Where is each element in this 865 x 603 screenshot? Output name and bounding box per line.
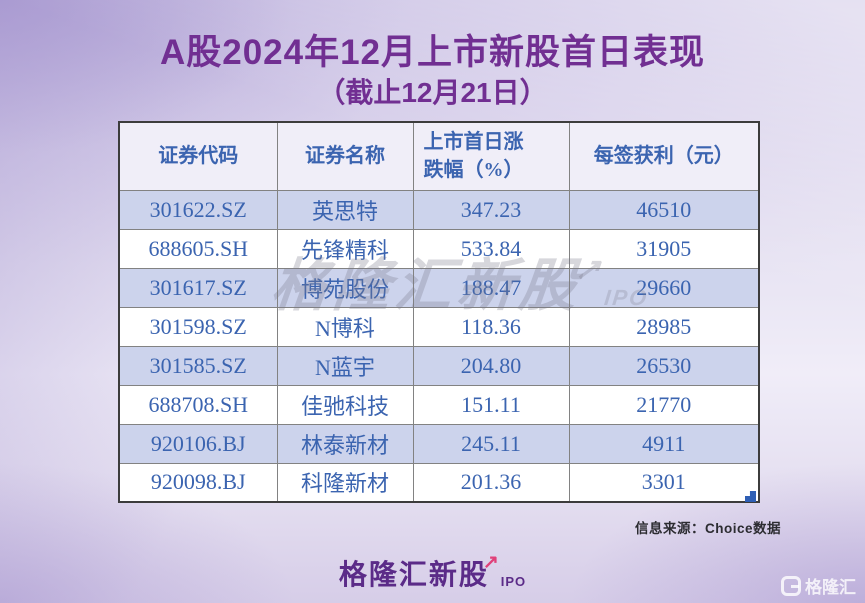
trend-arrow-icon: ↗ bbox=[482, 552, 499, 573]
cell-change: 245.11 bbox=[412, 423, 570, 464]
table-corner-handle-icon bbox=[745, 491, 756, 502]
column-header-profit: 每签获利（元） bbox=[568, 121, 760, 191]
cell-change: 118.36 bbox=[412, 306, 570, 347]
cell-name: N博科 bbox=[276, 306, 414, 347]
data-source-label: 信息来源：Choice数据 bbox=[634, 521, 781, 536]
cell-name: 先锋精科 bbox=[276, 228, 414, 269]
table-row: 301585.SZ N蓝宇 204.80 26530 bbox=[118, 345, 760, 386]
cell-name: 佳驰科技 bbox=[276, 384, 414, 425]
cell-code: 688708.SH bbox=[118, 384, 278, 425]
column-header-code: 证券代码 bbox=[118, 121, 278, 191]
cell-change: 347.23 bbox=[412, 189, 570, 230]
cell-profit: 21770 bbox=[568, 384, 760, 425]
gelonghui-ipo-logo: 格隆汇新股 ↗ IPO bbox=[0, 551, 865, 593]
cell-profit: 3301 bbox=[568, 462, 760, 503]
cell-change: 201.36 bbox=[412, 462, 570, 503]
gelonghui-corner-logo: 格隆汇 bbox=[781, 573, 856, 598]
cell-code: 688605.SH bbox=[118, 228, 278, 269]
table-row: 301622.SZ 英思特 347.23 46510 bbox=[118, 189, 760, 230]
cell-change: 151.11 bbox=[412, 384, 570, 425]
table-row: 301598.SZ N博科 118.36 28985 bbox=[118, 306, 760, 347]
cell-profit: 29660 bbox=[568, 267, 760, 308]
page-title: A股2024年12月上市新股首日表现 bbox=[159, 33, 706, 72]
cell-profit: 26530 bbox=[568, 345, 760, 386]
footer-logo-text: 格隆汇新股 bbox=[338, 559, 489, 590]
cell-name: 林泰新材 bbox=[276, 423, 414, 464]
cell-code: 920106.BJ bbox=[118, 423, 278, 464]
table-row: 920106.BJ 林泰新材 245.11 4911 bbox=[118, 423, 760, 464]
cell-change: 204.80 bbox=[412, 345, 570, 386]
cell-profit: 4911 bbox=[568, 423, 760, 464]
cell-profit: 31905 bbox=[568, 228, 760, 269]
cell-name: 科隆新材 bbox=[276, 462, 414, 503]
cell-code: 920098.BJ bbox=[118, 462, 278, 503]
footer-logo-ipo-text: IPO bbox=[500, 574, 527, 589]
cell-code: 301622.SZ bbox=[118, 189, 278, 230]
cell-code: 301617.SZ bbox=[118, 267, 278, 308]
cell-name: 英思特 bbox=[276, 189, 414, 230]
cell-name: N蓝宇 bbox=[276, 345, 414, 386]
column-header-name: 证券名称 bbox=[276, 121, 414, 191]
table-row: 688605.SH 先锋精科 533.84 31905 bbox=[118, 228, 760, 269]
corner-logo-text: 格隆汇 bbox=[805, 578, 856, 597]
cell-code: 301598.SZ bbox=[118, 306, 278, 347]
cell-code: 301585.SZ bbox=[118, 345, 278, 386]
cell-change: 533.84 bbox=[412, 228, 570, 269]
table-row: 920098.BJ 科隆新材 201.36 3301 bbox=[118, 462, 760, 503]
column-header-change: 上市首日涨跌幅（%） bbox=[412, 121, 570, 191]
page-subtitle: （截止12月21日） bbox=[317, 77, 548, 109]
cell-name: 博苑股份 bbox=[276, 267, 414, 308]
gelonghui-logo-icon bbox=[781, 575, 801, 596]
header-row: 证券代码 证券名称 上市首日涨跌幅（%） 每签获利（元） bbox=[118, 121, 760, 191]
table-row: 688708.SH 佳驰科技 151.11 21770 bbox=[118, 384, 760, 425]
table-row: 301617.SZ 博苑股份 188.47 29660 bbox=[118, 267, 760, 308]
title-block: A股2024年12月上市新股首日表现 （截止12月21日） bbox=[0, 32, 865, 109]
cell-profit: 28985 bbox=[568, 306, 760, 347]
cell-change: 188.47 bbox=[412, 267, 570, 308]
cell-profit: 46510 bbox=[568, 189, 760, 230]
ipo-table: 证券代码 证券名称 上市首日涨跌幅（%） 每签获利（元） 301622.SZ 英… bbox=[118, 121, 760, 503]
